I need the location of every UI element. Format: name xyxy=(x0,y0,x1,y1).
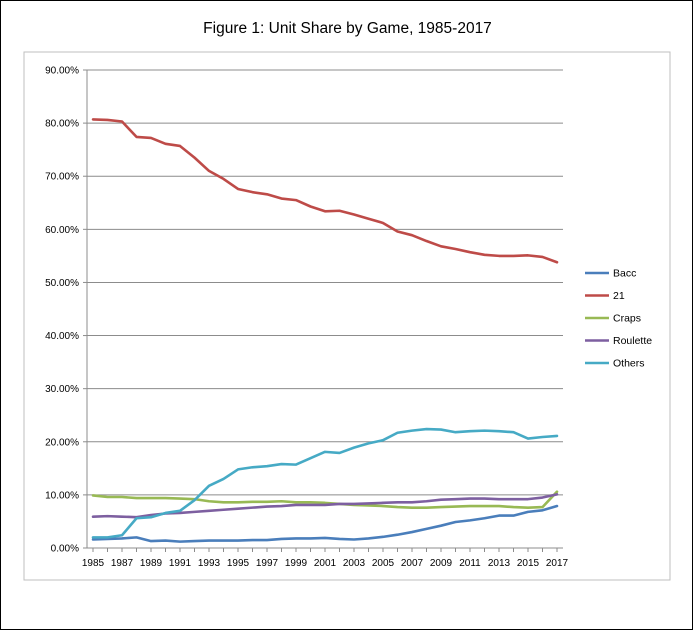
plot-area-border xyxy=(23,51,671,581)
x-tick-label: 1993 xyxy=(198,558,221,569)
y-tick-label: 40.00% xyxy=(45,331,79,342)
x-tick-label: 2001 xyxy=(314,558,337,569)
x-tick-label: 2005 xyxy=(372,558,395,569)
x-tick-label: 2015 xyxy=(517,558,540,569)
y-tick-label: 50.00% xyxy=(45,278,79,289)
x-tick-label: 2011 xyxy=(459,558,481,569)
axes xyxy=(83,69,563,552)
x-tick-label: 1989 xyxy=(140,558,163,569)
x-tick-label: 1985 xyxy=(82,558,105,569)
legend-label: 21 xyxy=(613,290,625,302)
x-tick-label: 2007 xyxy=(401,558,424,569)
y-tick-labels: 0.00% 10.00% 20.00% 30.00% 40.00% 50.00% 60.00… xyxy=(45,66,79,555)
series-lines xyxy=(91,118,559,543)
x-tick-label: 2009 xyxy=(430,558,453,569)
y-tick-label: 60.00% xyxy=(45,225,79,236)
x-tick-label: 2003 xyxy=(343,558,366,569)
x-tick-label: 1995 xyxy=(227,558,250,569)
x-tick-label: 1997 xyxy=(256,558,279,569)
y-tick-label: 20.00% xyxy=(45,437,79,448)
legend-label: Craps xyxy=(613,313,641,325)
series-line-others xyxy=(91,427,559,539)
chart-title: Figure 1: Unit Share by Game, 1985-2017 xyxy=(203,20,492,37)
y-tick-label: 10.00% xyxy=(45,490,79,501)
legend: Bacc 21 Craps Roulette Others xyxy=(585,268,652,370)
series-line-bacc xyxy=(91,504,559,543)
y-tick-label: 0.00% xyxy=(51,544,79,555)
y-tick-label: 70.00% xyxy=(45,172,79,183)
legend-label: Roulette xyxy=(613,335,652,347)
y-tick-label: 80.00% xyxy=(45,119,79,130)
x-tick-label: 1999 xyxy=(285,558,308,569)
series-line-21 xyxy=(91,118,559,264)
x-tick-label: 1991 xyxy=(169,558,192,569)
x-tick-label: 2013 xyxy=(488,558,511,569)
y-tick-label: 30.00% xyxy=(45,384,79,395)
gridlines xyxy=(87,69,563,496)
y-tick-label: 90.00% xyxy=(45,66,79,77)
legend-label: Others xyxy=(613,358,645,370)
series-line-craps xyxy=(91,490,559,509)
x-tick-label: 1987 xyxy=(111,558,134,569)
x-tick-label: 2017 xyxy=(546,558,569,569)
legend-label: Bacc xyxy=(613,268,636,280)
x-tick-labels: 1985 1987 1989 1991 1993 1995 1997 1999 2001 2003… xyxy=(82,558,569,569)
